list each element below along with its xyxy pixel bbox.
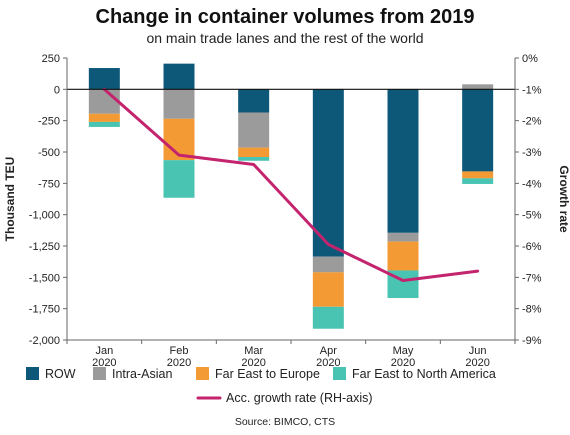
bar-intra-asian-4 <box>387 232 419 242</box>
bar-far-east-to-north-america-5 <box>462 178 494 184</box>
y2-tick-label-9: -9% <box>522 335 542 347</box>
y2-tick-label-5: -5% <box>522 210 542 222</box>
legend-swatch-far-east-to-north-america <box>333 367 346 380</box>
growth-rate-line <box>102 87 480 282</box>
source-note: Source: BIMCO, CTS <box>234 416 336 428</box>
y2-tick-label-3: -3% <box>522 147 542 159</box>
y-tick-label-5: -1,000 <box>29 210 60 222</box>
y2-tick-label-4: -4% <box>522 178 542 190</box>
x-tick-year-3: 2020 <box>316 357 340 369</box>
bars-layer <box>88 63 494 329</box>
bar-far-east-to-europe-0 <box>88 113 120 122</box>
legend-label-row: ROW <box>45 367 76 381</box>
legend: ROW Intra-Asian Far East to Europe Far East… <box>26 367 496 405</box>
chart-title: Change in container volumes from 2019 <box>95 6 475 28</box>
x-tick-label-4: May <box>393 345 414 357</box>
bar-row-3 <box>312 89 344 257</box>
bar-far-east-to-europe-2 <box>238 147 270 158</box>
x-tick-year-2: 2020 <box>241 357 265 369</box>
bar-far-east-to-north-america-2 <box>238 157 270 161</box>
bar-intra-asian-0 <box>88 89 120 114</box>
legend-label-intra-asian: Intra-Asian <box>112 367 172 381</box>
x-tick-label-3: Apr <box>320 345 337 357</box>
legend-label-growth-rate: Acc. growth rate (RH-axis) <box>226 391 373 405</box>
legend-label-far-east-to-europe: Far East to Europe <box>215 367 320 381</box>
bar-row-0 <box>88 68 120 90</box>
y-tick-label-2: -250 <box>38 116 60 128</box>
y-tick-label-7: -1,500 <box>29 272 60 284</box>
y2-tick-label-6: -6% <box>522 241 542 253</box>
bar-intra-asian-2 <box>238 112 270 148</box>
bar-row-2 <box>238 89 270 113</box>
legend-swatch-row <box>26 367 39 380</box>
x-tick-year-1: 2020 <box>167 357 191 369</box>
y2-axis-label: Growth rate <box>557 165 570 233</box>
bar-far-east-to-north-america-1 <box>163 160 195 198</box>
y2-tick-label-8: -8% <box>522 304 542 316</box>
legend-swatch-intra-asian <box>93 367 106 380</box>
legend-swatch-far-east-to-europe <box>196 367 209 380</box>
x-tick-year-5: 2020 <box>465 357 489 369</box>
y2-tick-label-1: -1% <box>522 84 542 96</box>
x-tick-year-0: 2020 <box>92 357 116 369</box>
y2-tick-label-0: 0% <box>522 53 538 65</box>
bar-far-east-to-europe-4 <box>387 241 419 271</box>
bar-far-east-to-europe-3 <box>312 272 344 307</box>
y-tick-label-4: -750 <box>38 178 60 190</box>
bar-intra-asian-5 <box>462 84 494 90</box>
bar-far-east-to-europe-5 <box>462 171 494 179</box>
x-tick-label-1: Feb <box>170 345 189 357</box>
y-tick-label-0: 250 <box>42 53 60 65</box>
bar-row-1 <box>163 63 195 90</box>
bar-row-5 <box>462 89 494 172</box>
y-axis-label: Thousand TEU <box>3 157 17 242</box>
y-tick-label-3: -500 <box>38 147 60 159</box>
y-tick-label-6: -1,250 <box>29 241 60 253</box>
x-tick-label-2: Mar <box>244 345 263 357</box>
line-layer <box>102 87 480 282</box>
y-tick-label-8: -1,750 <box>29 304 60 316</box>
y2-tick-label-2: -2% <box>522 116 542 128</box>
bar-far-east-to-north-america-0 <box>88 121 120 127</box>
bar-far-east-to-north-america-3 <box>312 306 344 329</box>
y2-tick-label-7: -7% <box>522 272 542 284</box>
legend-label-far-east-to-north-america: Far East to North America <box>352 367 496 381</box>
bar-intra-asian-3 <box>312 256 344 273</box>
axes-layer: 250 0 -250 -500 -750 -1,000 -1,250 -1,500 -1,750… <box>3 53 570 369</box>
y-tick-label-9: -2,000 <box>29 335 60 347</box>
x-tick-year-4: 2020 <box>391 357 415 369</box>
y-tick-label-1: 0 <box>54 84 60 96</box>
bar-intra-asian-1 <box>163 89 195 119</box>
x-tick-label-5: Jun <box>469 345 487 357</box>
x-tick-label-0: Jan <box>95 345 113 357</box>
chart-subtitle: on main trade lanes and the rest of the … <box>146 30 424 46</box>
bar-row-4 <box>387 89 419 233</box>
